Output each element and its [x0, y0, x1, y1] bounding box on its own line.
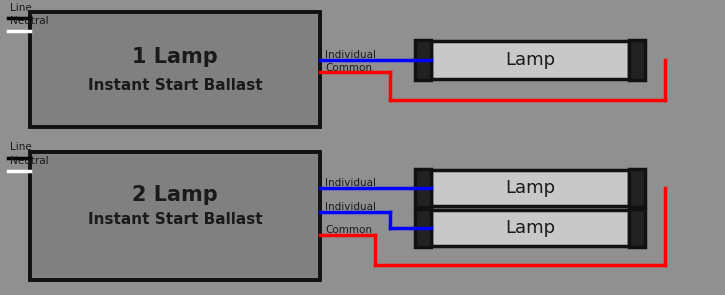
Text: Neutral: Neutral [10, 156, 49, 166]
Text: Line: Line [10, 142, 32, 152]
Text: Neutral: Neutral [10, 16, 49, 26]
Bar [30, 152, 320, 280]
Text: Common: Common [325, 225, 372, 235]
Text: 1 Lamp: 1 Lamp [132, 47, 218, 67]
Bar [431, 209, 629, 247]
Bar [431, 170, 629, 206]
Text: Line: Line [10, 3, 32, 13]
Text: Lamp: Lamp [505, 51, 555, 69]
Text: Instant Start Ballast: Instant Start Ballast [88, 212, 262, 227]
Text: 2 Lamp: 2 Lamp [132, 185, 218, 205]
Text: Lamp: Lamp [505, 179, 555, 197]
Bar [629, 169, 645, 207]
Bar [431, 41, 629, 79]
Text: Individual: Individual [325, 50, 376, 60]
Bar [415, 169, 431, 207]
Text: Individual: Individual [325, 202, 376, 212]
Text: Lamp: Lamp [505, 219, 555, 237]
Text: Instant Start Ballast: Instant Start Ballast [88, 78, 262, 93]
Bar [415, 209, 431, 247]
Bar [629, 209, 645, 247]
Bar [30, 12, 320, 127]
Text: Individual: Individual [325, 178, 376, 188]
Bar [415, 40, 431, 80]
Bar [629, 40, 645, 80]
Text: Common: Common [325, 63, 372, 73]
